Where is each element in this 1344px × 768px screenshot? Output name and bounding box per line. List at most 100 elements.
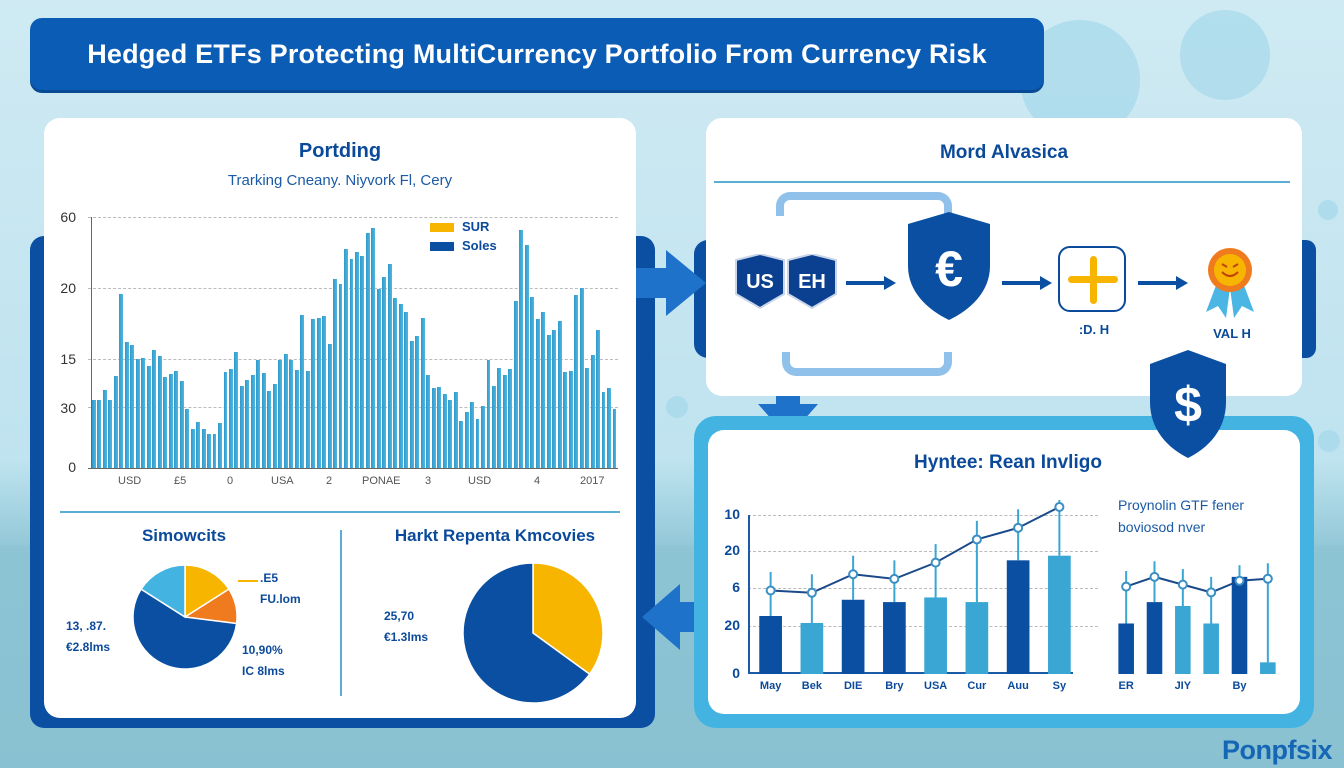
x-tick: USA xyxy=(924,680,948,692)
line-marker xyxy=(1054,501,1065,512)
bar xyxy=(1048,555,1071,674)
bar xyxy=(371,228,376,468)
x-tick: Bry xyxy=(885,680,904,692)
title-banner: Hedged ETFs Protecting MultiCurrency Por… xyxy=(30,18,1044,90)
bar xyxy=(497,367,502,468)
x-tick: Bek xyxy=(801,680,822,692)
bar xyxy=(152,349,157,468)
x-tick: JIY xyxy=(1174,680,1192,692)
y-axis xyxy=(748,515,750,673)
bar xyxy=(278,360,283,468)
x-tick: 2 xyxy=(326,475,333,487)
pie1-label-right-top: .E5 FU.lom xyxy=(260,571,301,606)
line-marker xyxy=(1234,575,1245,586)
bar xyxy=(883,602,906,674)
bar xyxy=(585,367,590,468)
plus-box-icon xyxy=(1058,246,1126,312)
line-marker xyxy=(1177,579,1188,590)
bar xyxy=(491,386,496,468)
x-tick: USD xyxy=(118,475,142,487)
arrow-icon xyxy=(1002,276,1052,290)
side-bar-line-chart xyxy=(1118,561,1276,674)
gridline xyxy=(88,217,618,218)
bar xyxy=(185,409,190,468)
medal-label: VAL H xyxy=(1213,326,1251,341)
pie1-title: Simowcits xyxy=(141,526,227,545)
pie-slice xyxy=(184,564,230,619)
combo-bar-line-chart xyxy=(759,500,1071,674)
bar xyxy=(1118,623,1134,674)
y-tick: 20 xyxy=(724,617,740,633)
bar xyxy=(568,371,573,468)
combo-chart-title: Hyntee: Rean Invligo xyxy=(914,452,1102,473)
bar xyxy=(1260,662,1276,674)
svg-text:€: € xyxy=(935,241,963,297)
bar xyxy=(486,360,491,468)
y-tick: 15 xyxy=(60,351,76,367)
side-chart-title: Proynolin GTF fener boviosod nver xyxy=(1118,497,1245,535)
bar xyxy=(190,429,195,468)
x-tick: 0 xyxy=(227,475,234,487)
bottom-right-panel: Hyntee: Rean Invligo 10 20 6 20 0 May Bek… xyxy=(708,430,1300,714)
x-tick: USA xyxy=(271,475,294,487)
bar xyxy=(300,314,305,468)
bar xyxy=(470,402,474,468)
bar xyxy=(218,423,222,468)
y-tick: 0 xyxy=(68,459,76,475)
bar xyxy=(464,412,469,468)
bar xyxy=(146,365,151,468)
bar xyxy=(524,244,529,468)
bar xyxy=(557,321,562,468)
pie2-title: Harkt Repenta Kmcovies xyxy=(394,526,596,545)
bar xyxy=(607,388,611,468)
bar xyxy=(97,400,102,468)
bar xyxy=(841,599,865,674)
bar xyxy=(1175,606,1191,674)
arrow-right-icon xyxy=(636,250,706,316)
line-marker xyxy=(1149,571,1160,582)
bar xyxy=(513,300,518,468)
x-tick: £5 xyxy=(174,475,187,487)
line-marker xyxy=(765,585,776,596)
bar xyxy=(365,232,370,468)
line-marker xyxy=(848,569,859,580)
bar xyxy=(267,390,272,468)
bar xyxy=(546,335,551,468)
background-bubble xyxy=(1318,200,1338,220)
pie-chart-1 xyxy=(132,564,238,670)
bar xyxy=(924,597,947,674)
bar xyxy=(759,616,782,674)
bar xyxy=(360,256,365,468)
pie-slice xyxy=(462,562,591,704)
y-tick: 20 xyxy=(60,280,76,296)
x-tick: 4 xyxy=(534,475,541,487)
bar xyxy=(168,374,173,468)
bar xyxy=(124,341,129,468)
bar xyxy=(305,371,310,468)
bar xyxy=(327,344,332,468)
x-axis xyxy=(748,672,1073,674)
bar xyxy=(579,287,584,468)
eh-badge-icon: EH xyxy=(787,254,837,310)
bar xyxy=(338,283,343,468)
bar xyxy=(289,360,294,468)
gridline xyxy=(748,588,1098,589)
x-tick: DIE xyxy=(843,680,863,692)
bar xyxy=(1006,560,1030,674)
legend-swatch xyxy=(430,223,454,233)
bar xyxy=(316,318,321,468)
y-tick: 10 xyxy=(724,506,740,522)
us-badge-icon: US xyxy=(735,254,785,310)
line-marker xyxy=(889,573,900,584)
bar xyxy=(228,368,233,468)
bar xyxy=(141,358,146,468)
legend-swatch xyxy=(430,242,454,252)
bar xyxy=(382,277,387,468)
bar xyxy=(179,380,184,468)
arrow-icon xyxy=(846,276,896,290)
svg-text:US: US xyxy=(746,271,774,293)
bar xyxy=(612,409,617,468)
svg-text:EH: EH xyxy=(798,271,826,293)
combo-x-labels: May Bek DIE Bry USA Cur Auu Sy xyxy=(750,680,1080,696)
bar xyxy=(102,389,107,468)
